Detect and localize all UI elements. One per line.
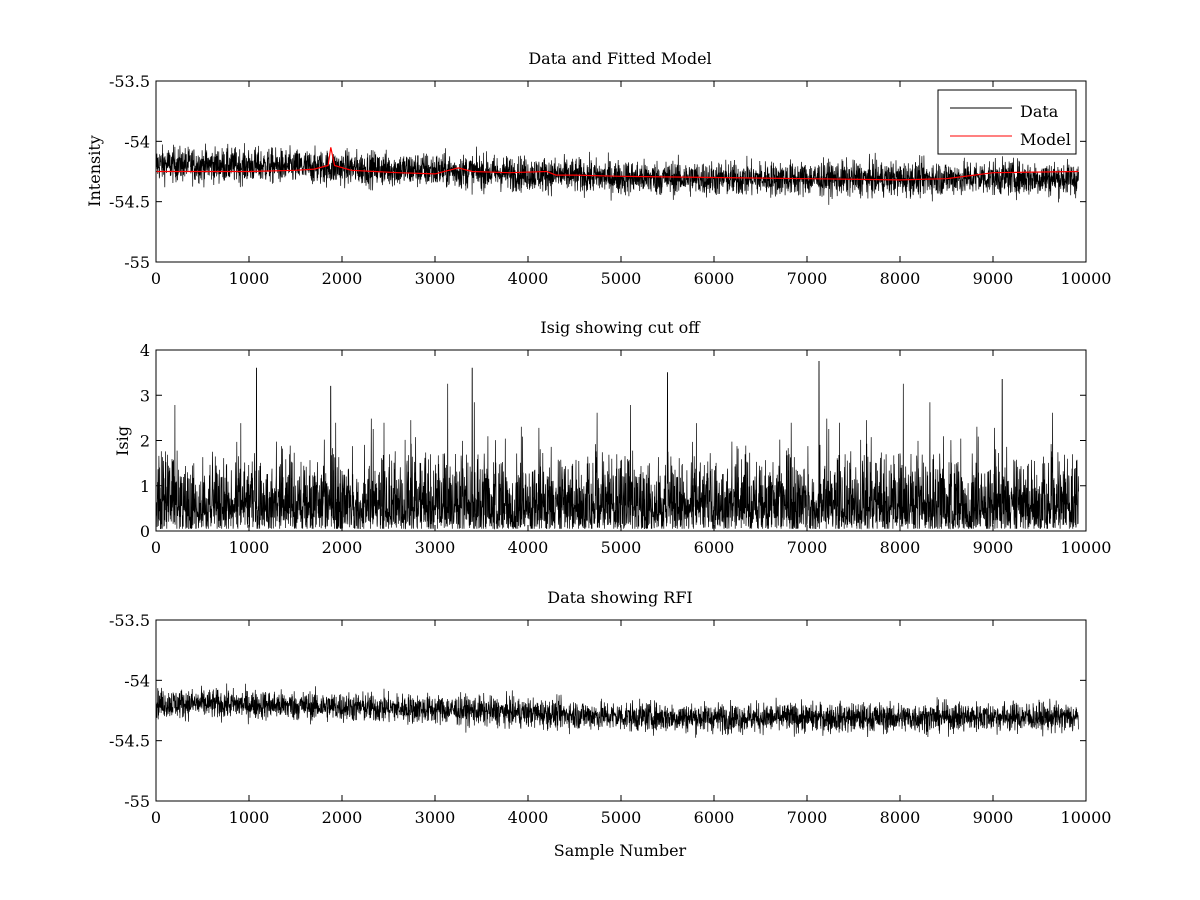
panel-3-series-line xyxy=(155,683,1079,738)
panel-1-series-data xyxy=(155,143,1079,205)
x-tick-label: 8000 xyxy=(880,538,921,557)
y-tick-label: -54 xyxy=(124,132,150,151)
panel-1-series-model xyxy=(156,147,1079,181)
panel-3-xlabel: Sample Number xyxy=(554,841,687,860)
panel-1-plot-area xyxy=(155,143,1079,205)
y-tick-label: 4 xyxy=(140,341,150,360)
legend-model-label: Model xyxy=(1020,130,1071,149)
x-tick-label: 6000 xyxy=(694,269,735,288)
x-tick-label: 4000 xyxy=(508,269,549,288)
x-tick-label: 1000 xyxy=(229,808,270,827)
panel-3-plot-area xyxy=(155,683,1079,738)
x-tick-label: 0 xyxy=(151,808,161,827)
x-tick-label: 6000 xyxy=(694,538,735,557)
x-tick-label: 2000 xyxy=(322,808,363,827)
panel-2-title: Isig showing cut off xyxy=(540,318,701,337)
x-tick-label: 1000 xyxy=(229,269,270,288)
legend-data-label: Data xyxy=(1020,102,1059,121)
panel-3-title: Data showing RFI xyxy=(547,588,692,607)
y-tick-label: -54.5 xyxy=(109,193,150,212)
y-tick-label: -53.5 xyxy=(109,72,150,91)
panel-2-ticks: 0 1000 2000 3000 4000 5000 6000 7000 8000 9000 100… xyxy=(140,341,1112,557)
x-tick-label: 9000 xyxy=(973,269,1014,288)
panel-2-series-line xyxy=(155,360,1079,530)
legend-box xyxy=(937,89,1077,155)
x-tick-label: 7000 xyxy=(787,538,828,557)
y-tick-label: -54.5 xyxy=(109,732,150,751)
x-tick-label: 3000 xyxy=(415,538,456,557)
x-tick-label: 0 xyxy=(151,269,161,288)
x-tick-label: 7000 xyxy=(787,808,828,827)
x-tick-label: 3000 xyxy=(415,808,456,827)
panel-1-ylabel: Intensity xyxy=(85,135,104,207)
y-tick-label: -55 xyxy=(124,253,150,272)
y-tick-label: 3 xyxy=(140,386,150,405)
x-tick-label: 9000 xyxy=(973,538,1014,557)
x-tick-label: 10000 xyxy=(1061,538,1112,557)
y-tick-label: -55 xyxy=(124,792,150,811)
y-tick-label: -54 xyxy=(124,671,150,690)
panel-1-legend: Data Model xyxy=(937,89,1077,155)
panel-2-ylabel: Isig xyxy=(113,426,132,456)
panel-1-title: Data and Fitted Model xyxy=(528,49,711,68)
x-tick-label: 2000 xyxy=(322,269,363,288)
panel-3-ticks: 0 1000 2000 3000 4000 5000 6000 7000 8000 9000 100… xyxy=(109,611,1111,827)
x-tick-label: 8000 xyxy=(880,269,921,288)
x-tick-label: 5000 xyxy=(601,538,642,557)
x-tick-label: 9000 xyxy=(973,808,1014,827)
x-tick-label: 7000 xyxy=(787,269,828,288)
y-tick-label: -53.5 xyxy=(109,611,150,630)
panel-3: Data showing RFI 0 1000 2000 3000 4000 5000 60… xyxy=(109,588,1111,860)
x-tick-label: 5000 xyxy=(601,808,642,827)
x-tick-label: 4000 xyxy=(508,538,549,557)
x-tick-label: 4000 xyxy=(508,808,549,827)
y-tick-label: 1 xyxy=(140,477,150,496)
y-tick-label: 0 xyxy=(140,522,150,541)
x-tick-label: 5000 xyxy=(601,269,642,288)
x-tick-label: 3000 xyxy=(415,269,456,288)
y-tick-label: 2 xyxy=(140,432,150,451)
x-tick-label: 10000 xyxy=(1061,808,1112,827)
x-tick-label: 1000 xyxy=(229,538,270,557)
x-tick-label: 2000 xyxy=(322,538,363,557)
panel-1: Data and Fitted Model Intensity 0 1000 200… xyxy=(85,49,1111,288)
panel-1-ticks: 0 1000 2000 3000 4000 5000 6000 7000 8000 9000 100… xyxy=(109,72,1111,288)
x-tick-label: 6000 xyxy=(694,808,735,827)
panel-2: Isig showing cut off Isig 0 1000 2000 3000 4… xyxy=(113,318,1111,557)
x-tick-label: 8000 xyxy=(880,808,921,827)
x-tick-label: 10000 xyxy=(1061,269,1112,288)
panel-2-plot-area xyxy=(155,360,1079,530)
x-tick-label: 0 xyxy=(151,538,161,557)
